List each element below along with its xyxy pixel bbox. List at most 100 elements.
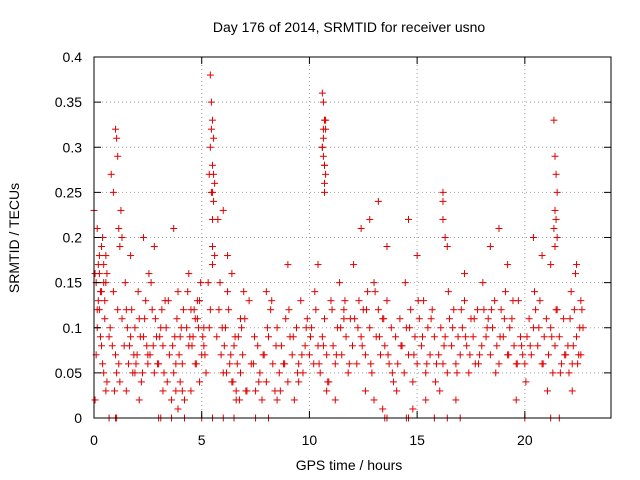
data-point	[282, 315, 290, 323]
data-point	[256, 369, 264, 377]
data-point	[439, 188, 447, 196]
data-point	[285, 306, 293, 314]
data-point	[184, 288, 192, 296]
data-point	[200, 342, 208, 350]
data-point	[380, 315, 388, 323]
data-point	[98, 342, 106, 350]
data-point	[519, 351, 527, 359]
data-point	[475, 360, 483, 368]
data-point	[146, 351, 154, 359]
data-point	[543, 387, 551, 395]
x-tick-label: 15	[409, 432, 425, 448]
data-point	[216, 279, 224, 287]
data-point	[242, 387, 250, 395]
y-axis-ticks: 0 0.05 0.1 0.15 0.2 0.25 0.3 0.35 0.4	[55, 49, 611, 426]
data-point	[273, 324, 281, 332]
data-point	[428, 306, 436, 314]
data-point	[232, 396, 240, 404]
y-tick-label: 0.15	[55, 275, 82, 291]
data-point	[518, 342, 526, 350]
data-point	[509, 297, 517, 305]
data-point	[510, 342, 518, 350]
data-point	[444, 288, 452, 296]
data-point	[105, 333, 113, 341]
data-point	[236, 369, 244, 377]
data-point	[463, 342, 471, 350]
data-point	[254, 342, 262, 350]
data-point	[230, 342, 238, 350]
data-point	[497, 306, 505, 314]
data-point	[522, 378, 530, 386]
data-point	[239, 351, 247, 359]
data-point	[112, 351, 120, 359]
data-point	[450, 306, 458, 314]
data-point	[371, 288, 379, 296]
data-point	[258, 396, 266, 404]
data-point	[290, 396, 298, 404]
data-point	[551, 152, 559, 160]
data-point	[513, 360, 521, 368]
data-point	[118, 315, 126, 323]
y-tick-label: 0.35	[55, 94, 82, 110]
data-point	[136, 333, 144, 341]
data-point	[151, 315, 159, 323]
data-point	[238, 324, 246, 332]
data-point	[318, 89, 326, 97]
data-point	[316, 369, 324, 377]
data-point	[413, 252, 421, 260]
data-point	[250, 333, 258, 341]
data-point	[340, 306, 348, 314]
data-point	[424, 324, 432, 332]
data-point	[322, 116, 330, 124]
x-axis-title: GPS time / hours	[296, 457, 403, 473]
data-point	[140, 234, 148, 241]
data-point	[349, 342, 356, 350]
data-point	[102, 279, 110, 287]
data-point	[191, 315, 199, 323]
data-point	[232, 387, 240, 395]
data-point	[487, 306, 495, 314]
data-point	[249, 360, 257, 368]
data-point	[574, 360, 582, 368]
data-point	[319, 342, 327, 350]
data-point	[532, 306, 540, 314]
data-point	[176, 333, 184, 341]
data-point	[552, 306, 560, 314]
data-point	[160, 369, 168, 377]
data-point	[100, 369, 108, 377]
data-point	[571, 270, 579, 278]
data-point	[552, 170, 560, 178]
data-point	[553, 188, 561, 196]
data-point	[263, 324, 271, 332]
data-point	[123, 324, 131, 332]
data-point	[252, 387, 260, 395]
data-point	[173, 315, 181, 323]
data-point	[308, 324, 316, 332]
data-point	[178, 360, 186, 368]
data-point	[410, 351, 418, 359]
data-point	[354, 324, 362, 332]
data-point	[394, 360, 402, 368]
data-point	[436, 387, 444, 395]
data-point	[344, 369, 352, 377]
data-point	[199, 333, 207, 341]
data-point	[288, 351, 296, 359]
data-point	[294, 369, 302, 377]
data-point	[210, 134, 218, 142]
data-point	[569, 342, 577, 350]
data-point	[170, 369, 178, 377]
data-point	[101, 315, 109, 323]
data-point	[478, 342, 486, 350]
data-point	[573, 261, 581, 269]
data-point	[273, 396, 281, 404]
data-point	[262, 288, 270, 296]
data-point	[269, 360, 277, 368]
data-point	[207, 125, 215, 133]
data-point	[465, 369, 473, 377]
data-point	[567, 288, 575, 296]
data-point	[106, 324, 114, 332]
data-point	[220, 342, 228, 350]
data-point	[393, 387, 401, 395]
data-point	[560, 315, 568, 323]
data-point	[319, 134, 327, 142]
